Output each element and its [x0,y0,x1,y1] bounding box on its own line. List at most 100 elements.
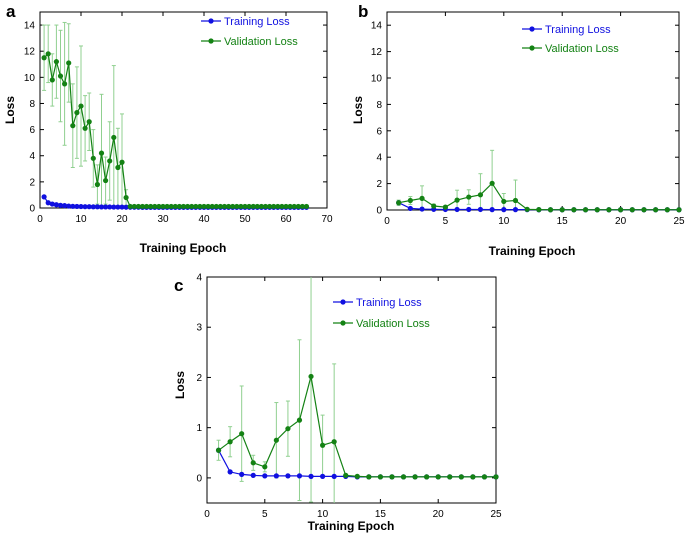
data-point-validation [172,203,178,210]
panel-a: a 0 2 4 6 8 10 12 14 0 10 20 30 40 50 60 70 Training Epoc… [3,2,333,255]
x-tick-label: 20 [615,216,627,227]
x-tick-label: 5 [262,509,268,520]
data-point-validation [230,203,236,210]
data-point-validation [366,474,372,480]
data-point-validation [127,203,133,210]
data-point-validation [246,203,252,210]
data-point-training [111,204,117,210]
data-point-validation [66,60,72,66]
data-point-validation [477,192,484,198]
data-point-validation [213,203,219,210]
data-point-training [49,201,55,207]
y-tick-label: 0 [29,204,35,215]
legend-label: Validation Loss [356,318,430,330]
y-tick-label: 2 [196,373,202,384]
x-tick-label: 40 [198,214,210,225]
data-point-validation [412,474,418,480]
data-point-training [239,471,245,477]
x-tick-label: 25 [673,216,685,227]
data-point-training [296,473,303,479]
y-tick-label: 4 [196,273,202,284]
data-point-training [45,200,51,206]
panel-letter: c [174,276,183,295]
y-axis-title: Loss [3,96,17,124]
y-tick-label: 2 [29,177,35,188]
data-point-validation [262,464,268,470]
legend-label: Training Loss [356,297,422,309]
data-point-validation [275,203,281,210]
data-point-validation [139,203,146,210]
data-point-validation [57,73,64,79]
data-point-validation [262,203,269,210]
y-tick-label: 14 [24,21,36,32]
data-point-validation [94,181,100,188]
data-point-training [489,207,495,213]
data-point-validation [458,474,464,480]
data-point-validation [185,203,191,210]
y-tick-label: 14 [371,21,383,32]
y-tick-label: 1 [196,423,202,434]
panel-letter: b [358,2,368,21]
data-point-training [119,204,125,210]
data-point-validation [205,203,211,210]
y-tick-label: 6 [376,126,382,137]
series-line-validation [218,376,496,478]
data-point-training [74,203,80,210]
data-point-training [41,194,47,200]
data-point-validation [160,203,166,210]
y-tick-label: 2 [376,179,382,190]
data-point-training [477,206,484,213]
data-point-validation [226,203,232,210]
legend-marker [208,18,214,24]
y-tick-label: 10 [371,74,383,85]
y-tick-label: 12 [371,47,383,58]
data-point-validation [45,51,51,57]
data-point-training [86,204,92,210]
data-point-validation [238,203,244,210]
data-point-validation [536,207,542,213]
data-point-validation [400,474,407,480]
data-point-validation [103,177,109,184]
data-point-validation [582,207,589,213]
plot-frame [386,11,680,211]
legend-marker [208,38,214,44]
data-point-validation [287,203,293,210]
x-tick-label: 10 [75,214,87,225]
data-point-validation [53,59,60,65]
data-point-training [308,473,314,479]
data-point-validation [82,125,88,131]
data-point-validation [267,203,273,210]
data-point-training [98,204,105,210]
data-point-validation [470,474,476,480]
y-axis-title: Loss [173,371,187,399]
data-point-validation [115,164,121,171]
legend-label: Training Loss [224,16,290,28]
data-point-validation [49,77,55,83]
data-point-validation [271,203,277,210]
y-tick-label: 8 [29,99,35,110]
series-line-training [218,450,496,478]
data-point-training [285,473,291,479]
data-point-validation [111,134,117,141]
data-point-validation [250,460,256,466]
y-tick-label: 8 [376,100,382,111]
x-tick-label: 70 [321,214,333,225]
data-point-validation [481,474,488,480]
x-tick-label: 20 [116,214,128,225]
data-point-validation [308,373,314,380]
data-point-validation [407,197,413,204]
data-point-validation [201,203,207,210]
data-point-validation [239,431,245,437]
data-point-validation [254,203,260,210]
x-axis-title: Training Epoch [489,244,576,258]
data-point-training [320,473,326,479]
data-point-validation [273,437,279,443]
data-point-validation [454,197,460,203]
x-axis-title: Training Epoch [308,519,395,533]
data-point-validation [512,197,519,204]
data-point-validation [501,198,507,205]
data-point-training [94,204,100,210]
x-tick-label: 25 [490,509,502,520]
data-point-validation [209,203,215,210]
data-point-validation [331,439,337,445]
